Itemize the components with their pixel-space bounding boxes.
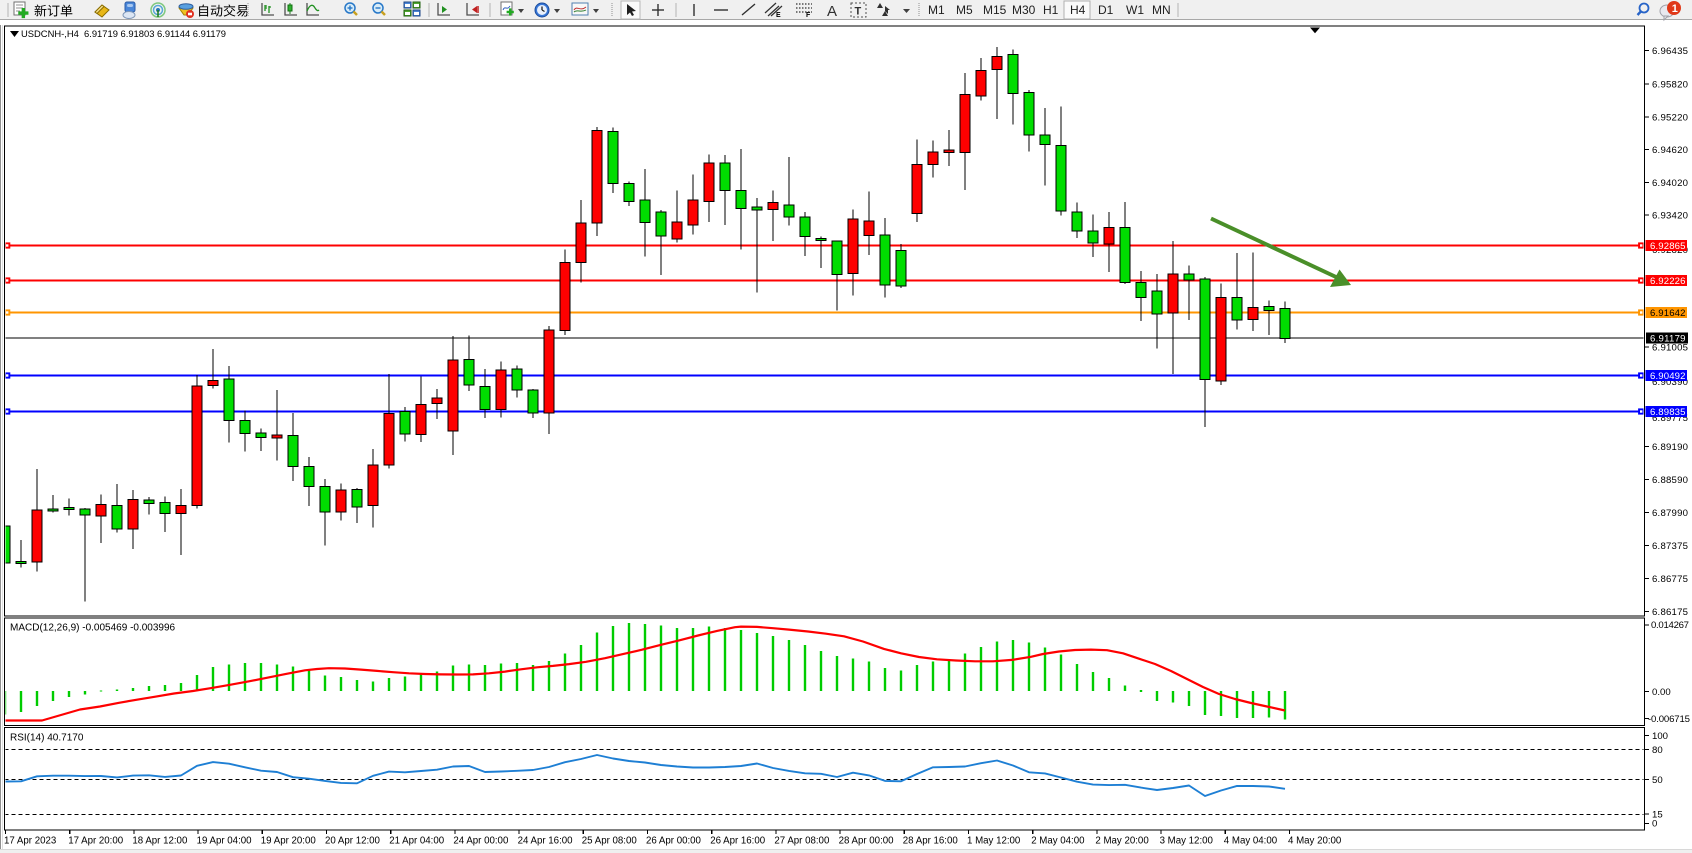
svg-text:F: F bbox=[806, 12, 811, 19]
svg-text:W1: W1 bbox=[1126, 3, 1144, 17]
svg-text:M15: M15 bbox=[983, 3, 1007, 17]
svg-text:M5: M5 bbox=[956, 3, 973, 17]
svg-text:0.00: 0.00 bbox=[1652, 687, 1671, 698]
svg-text:H1: H1 bbox=[1043, 3, 1059, 17]
svg-text:T: T bbox=[855, 6, 862, 18]
svg-text:25 Apr 08:00: 25 Apr 08:00 bbox=[582, 836, 638, 847]
svg-text:24 Apr 16:00: 24 Apr 16:00 bbox=[518, 836, 574, 847]
svg-text:6.91179: 6.91179 bbox=[1650, 334, 1686, 345]
svg-text:28 Apr 16:00: 28 Apr 16:00 bbox=[903, 836, 959, 847]
svg-text:6.87375: 6.87375 bbox=[1652, 541, 1688, 552]
svg-text:6.90492: 6.90492 bbox=[1650, 371, 1686, 382]
svg-text:D1: D1 bbox=[1098, 3, 1114, 17]
svg-text:USDCNH-,H4 6.91719 6.91803 6.: USDCNH-,H4 6.91719 6.91803 6.91144 6.911… bbox=[21, 28, 226, 39]
svg-text:1: 1 bbox=[1672, 3, 1678, 15]
svg-text:A: A bbox=[827, 3, 837, 20]
svg-text:6.93420: 6.93420 bbox=[1652, 210, 1688, 221]
svg-text:6.88590: 6.88590 bbox=[1652, 475, 1688, 486]
svg-text:15: 15 bbox=[1652, 809, 1663, 820]
svg-text:2 May 04:00: 2 May 04:00 bbox=[1031, 836, 1085, 847]
svg-text:M30: M30 bbox=[1012, 3, 1036, 17]
svg-text:6.89775: 6.89775 bbox=[1652, 413, 1688, 424]
svg-text:80: 80 bbox=[1652, 745, 1663, 756]
svg-text:MN: MN bbox=[1152, 3, 1171, 17]
svg-text:19 Apr 04:00: 19 Apr 04:00 bbox=[197, 836, 253, 847]
svg-text:0.014267: 0.014267 bbox=[1651, 620, 1689, 631]
svg-text:26 Apr 00:00: 26 Apr 00:00 bbox=[646, 836, 702, 847]
svg-text:MACD(12,26,9) -0.005469 -0.003: MACD(12,26,9) -0.005469 -0.003996 bbox=[10, 623, 176, 634]
svg-text:6.89190: 6.89190 bbox=[1652, 442, 1688, 453]
svg-text:6.94620: 6.94620 bbox=[1652, 145, 1688, 156]
svg-text:6.89835: 6.89835 bbox=[1650, 407, 1686, 418]
svg-text:1 May 12:00: 1 May 12:00 bbox=[967, 836, 1021, 847]
svg-text:6.92865: 6.92865 bbox=[1650, 241, 1686, 252]
svg-text:6.91642: 6.91642 bbox=[1650, 308, 1686, 319]
svg-text:24 Apr 00:00: 24 Apr 00:00 bbox=[453, 836, 509, 847]
svg-text:50: 50 bbox=[1652, 775, 1663, 786]
svg-text:0: 0 bbox=[1652, 819, 1657, 830]
svg-text:6.94020: 6.94020 bbox=[1652, 178, 1688, 189]
svg-text:4 May 20:00: 4 May 20:00 bbox=[1288, 836, 1342, 847]
svg-text:21 Apr 04:00: 21 Apr 04:00 bbox=[389, 836, 445, 847]
svg-text:6.91005: 6.91005 bbox=[1652, 342, 1688, 353]
svg-text:27 Apr 08:00: 27 Apr 08:00 bbox=[774, 836, 830, 847]
svg-text:20 Apr 12:00: 20 Apr 12:00 bbox=[325, 836, 381, 847]
svg-text:100: 100 bbox=[1652, 731, 1668, 742]
svg-text:19 Apr 20:00: 19 Apr 20:00 bbox=[261, 836, 317, 847]
svg-text:-0.006715: -0.006715 bbox=[1648, 714, 1690, 725]
svg-text:6.90390: 6.90390 bbox=[1652, 377, 1688, 388]
svg-text:2 May 20:00: 2 May 20:00 bbox=[1095, 836, 1149, 847]
svg-text:4 May 04:00: 4 May 04:00 bbox=[1224, 836, 1278, 847]
svg-text:6.96435: 6.96435 bbox=[1652, 46, 1688, 57]
svg-text:28 Apr 00:00: 28 Apr 00:00 bbox=[839, 836, 895, 847]
svg-text:6.87990: 6.87990 bbox=[1652, 508, 1688, 519]
svg-text:17 Apr 2023: 17 Apr 2023 bbox=[4, 836, 56, 847]
svg-text:6.86175: 6.86175 bbox=[1652, 607, 1688, 618]
svg-text:H4: H4 bbox=[1070, 3, 1086, 17]
svg-text:M1: M1 bbox=[928, 3, 945, 17]
svg-text:6.95220: 6.95220 bbox=[1652, 112, 1688, 123]
svg-text:26 Apr 16:00: 26 Apr 16:00 bbox=[710, 836, 766, 847]
svg-text:6.86775: 6.86775 bbox=[1652, 574, 1688, 585]
svg-text:6.92226: 6.92226 bbox=[1650, 276, 1686, 287]
svg-text:6.95820: 6.95820 bbox=[1652, 79, 1688, 90]
svg-text:17 Apr 20:00: 17 Apr 20:00 bbox=[68, 836, 124, 847]
svg-text:E: E bbox=[776, 12, 781, 19]
svg-text:RSI(14) 40.7170: RSI(14) 40.7170 bbox=[10, 733, 84, 744]
svg-text:3 May 12:00: 3 May 12:00 bbox=[1160, 836, 1214, 847]
svg-text:18 Apr 12:00: 18 Apr 12:00 bbox=[132, 836, 188, 847]
